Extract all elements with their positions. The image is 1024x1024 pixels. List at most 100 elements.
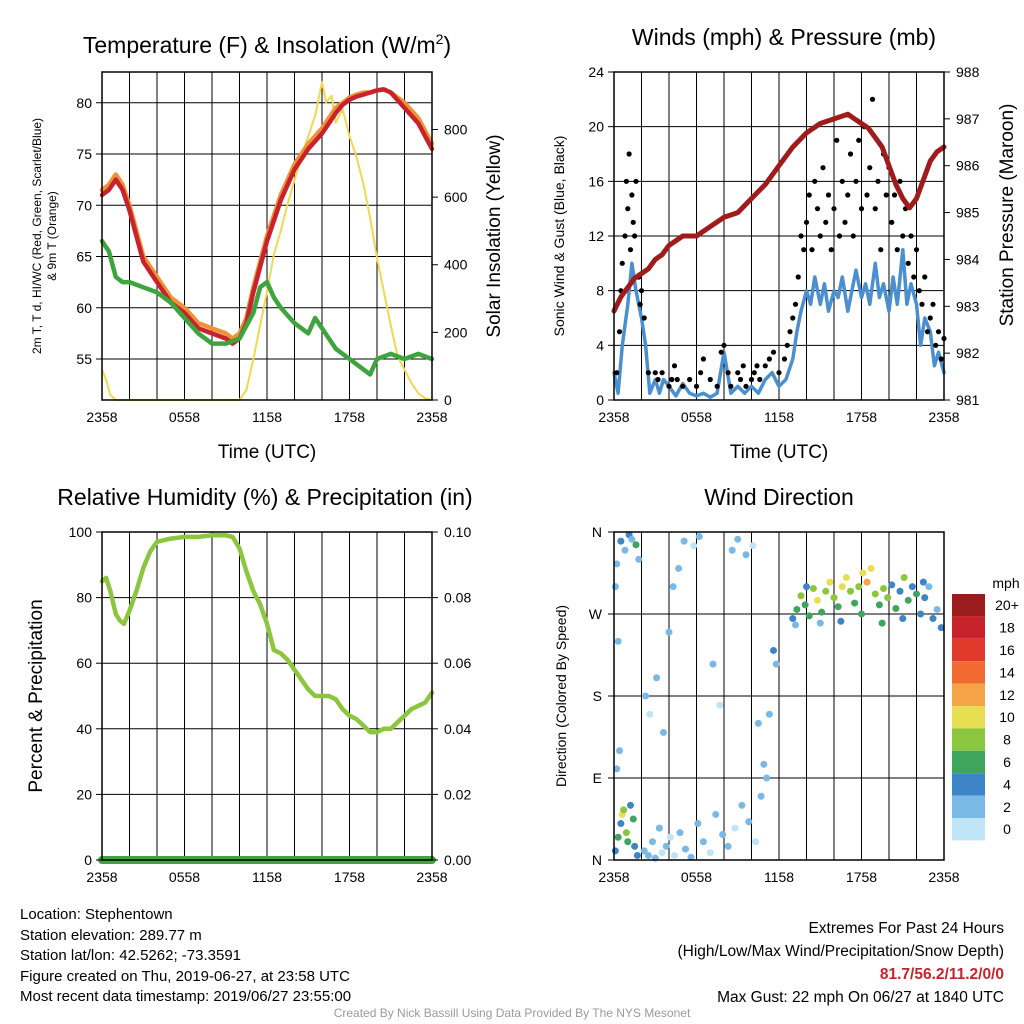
legend-label: 20+ [995, 597, 1019, 613]
gust-point [919, 301, 925, 307]
y2-tick-label-2: 982 [956, 345, 980, 361]
gust-point [693, 383, 700, 389]
x-tick-label-1: 2358 [86, 409, 117, 425]
gust-point [645, 370, 651, 376]
direction-point [908, 583, 916, 591]
legend-swatch [952, 661, 985, 684]
gust-point [751, 370, 757, 376]
y-tick-label-1: 60 [76, 300, 92, 316]
gust-point [735, 370, 741, 376]
y2-tick-label-1: 600 [444, 189, 468, 205]
y-tick-label-2: 8 [596, 283, 604, 299]
direction-point [742, 551, 750, 559]
y-tick-label-2: 16 [588, 173, 604, 189]
y-tick-label-2: 20 [588, 119, 604, 135]
gust-point [687, 376, 693, 383]
direction-point [671, 851, 678, 859]
gust-point [781, 356, 788, 362]
direction-point [695, 533, 703, 541]
direction-point [611, 847, 619, 855]
x-tick-label-4: 1158 [764, 869, 794, 885]
direction-point [749, 542, 757, 550]
direction-point [816, 619, 824, 627]
y-tick-label-4: S [593, 688, 602, 704]
location-text: Location: Stephentown [20, 906, 173, 923]
gust-point [770, 349, 777, 355]
direction-point [793, 605, 801, 613]
direction-point [772, 660, 780, 668]
direction-point [837, 617, 845, 625]
x-tick-label-2: 2358 [598, 409, 629, 425]
direction-point [859, 569, 867, 577]
y-axis-title-temperature-line1: 2m T, T d, HI/WC (Red, Green, Scarlet/Bl… [30, 118, 44, 354]
x-axis-title-winds: Time (UTC) [730, 442, 829, 463]
x-tick-label-3: 1758 [334, 869, 365, 885]
direction-point [734, 535, 742, 543]
chart-title-humidity: Relative Humidity (%) & Precipitation (i… [57, 484, 472, 510]
direction-point [805, 612, 813, 620]
direction-point [754, 719, 762, 727]
direction-point [616, 747, 623, 755]
gust-point [659, 370, 665, 376]
max-gust-text: Max Gust: 22 mph On 06/27 at 1840 UTC [717, 989, 1004, 1006]
direction-point [646, 710, 654, 718]
title-superscript: 2 [436, 31, 444, 47]
gust-point [627, 247, 634, 253]
direction-point [904, 596, 912, 604]
direction-point [818, 608, 826, 616]
extremes-subtitle: (High/Low/Max Wind/Precipitation/Snow De… [677, 943, 1005, 960]
direction-point [858, 610, 865, 618]
gust-point [757, 376, 763, 383]
legend-label: 2 [1003, 799, 1011, 815]
y-tick-label-2: 12 [588, 228, 604, 244]
gust-point [845, 192, 851, 198]
legend-swatch [952, 728, 985, 751]
direction-point [752, 838, 760, 846]
direction-point [792, 621, 799, 629]
y-tick-label-1: 80 [76, 95, 92, 111]
gust-point [927, 315, 933, 321]
gust-point [737, 376, 744, 383]
direction-point [855, 583, 863, 591]
direction-point [763, 774, 771, 782]
legend-label: 18 [999, 620, 1015, 636]
y-tick-label-1: 65 [76, 249, 92, 265]
direction-point [629, 815, 637, 823]
direction-point [687, 853, 695, 861]
direction-point [834, 603, 842, 611]
legend-swatch [952, 818, 985, 841]
gust-point [814, 206, 821, 212]
legend-label: 6 [1003, 754, 1011, 770]
gust-point [820, 165, 826, 171]
gust-point [867, 165, 873, 171]
gust-point [740, 363, 746, 369]
gust-point [671, 363, 678, 369]
y2-tick-label-3: 0.02 [444, 786, 471, 802]
gust-point [630, 219, 636, 225]
y2-tick-label-3: 0.00 [444, 852, 471, 868]
y-tick-label-1: 70 [76, 197, 92, 213]
extremes-info: Extremes For Past 24 Hours (High/Low/Max… [678, 917, 1005, 1009]
title-end: ) [443, 32, 451, 58]
direction-point [675, 564, 683, 572]
direction-point [728, 546, 736, 554]
gust-point [897, 178, 903, 184]
gust-point [674, 376, 680, 383]
direction-point [913, 590, 920, 598]
gust-point [721, 342, 727, 348]
direction-point [627, 801, 634, 809]
direction-point [814, 596, 821, 604]
y-tick-label-2: 4 [596, 337, 604, 353]
gust-point [911, 274, 917, 280]
direction-point [624, 838, 632, 846]
direction-point [682, 845, 689, 853]
legend-swatch [952, 594, 985, 617]
legend-swatch [952, 795, 985, 818]
direction-point [900, 574, 908, 582]
y-axis-title-direction: Direction (Colored By Speed) [553, 605, 569, 787]
y2-tick-label-2: 987 [956, 111, 980, 127]
gust-point [878, 247, 884, 253]
gust-point [766, 356, 772, 362]
direction-point [801, 601, 809, 609]
